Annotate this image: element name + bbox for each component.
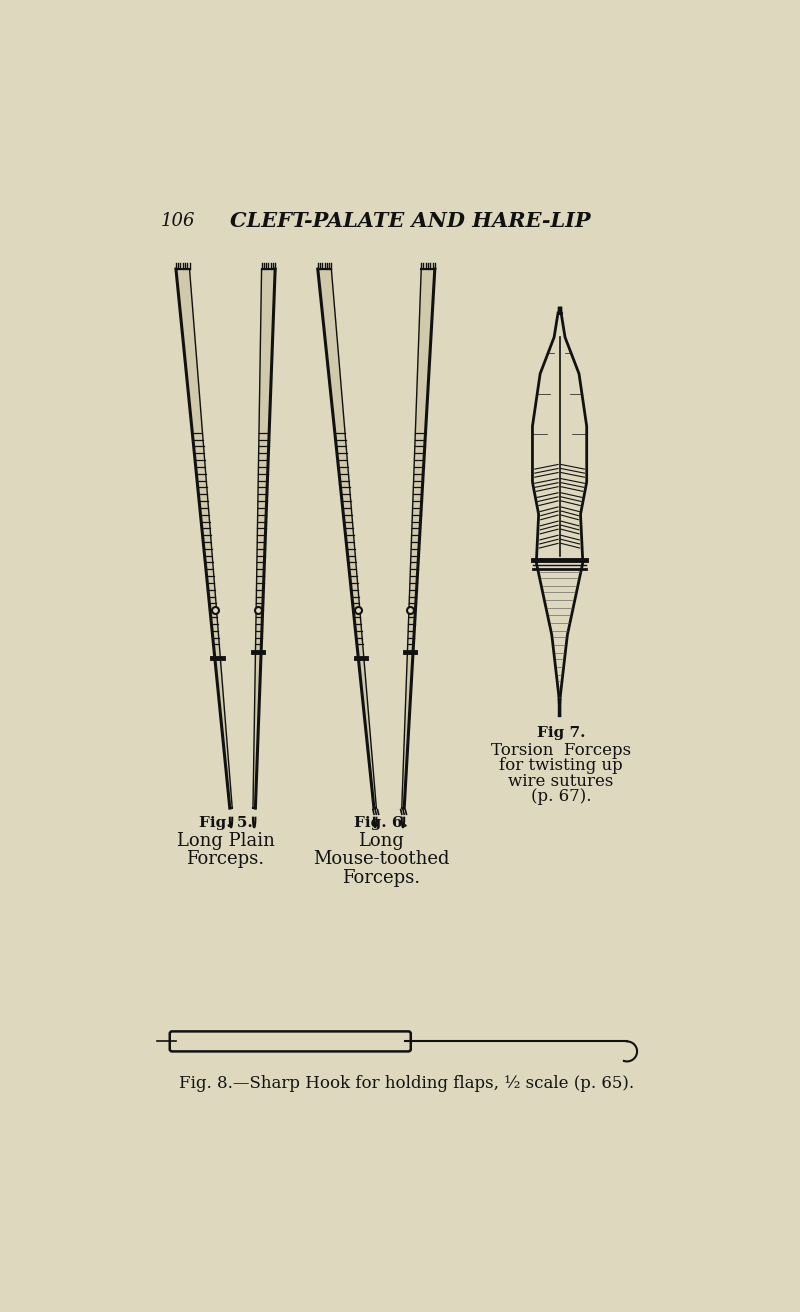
Polygon shape xyxy=(176,269,232,808)
Text: Torsion  Forceps: Torsion Forceps xyxy=(491,741,631,758)
Text: (p. 67).: (p. 67). xyxy=(531,789,591,806)
Text: 106: 106 xyxy=(161,211,195,230)
Text: Fig 7.: Fig 7. xyxy=(537,726,586,740)
Text: wire sutures: wire sutures xyxy=(509,773,614,790)
Text: for twisting up: for twisting up xyxy=(499,757,623,774)
Text: Fig. 5.: Fig. 5. xyxy=(198,816,253,829)
Text: CLEFT-PALATE AND HARE-LIP: CLEFT-PALATE AND HARE-LIP xyxy=(230,211,590,231)
Text: Long: Long xyxy=(358,832,404,850)
Polygon shape xyxy=(402,269,435,808)
Text: Fig. 8.—Sharp Hook for holding flaps, ½ scale (p. 65).: Fig. 8.—Sharp Hook for holding flaps, ½ … xyxy=(178,1076,634,1093)
FancyBboxPatch shape xyxy=(170,1031,410,1051)
Polygon shape xyxy=(253,269,275,808)
Text: Forceps.: Forceps. xyxy=(186,850,265,869)
Text: Fig. 6.: Fig. 6. xyxy=(354,816,408,829)
Text: Forceps.: Forceps. xyxy=(342,869,420,887)
Text: Long Plain: Long Plain xyxy=(177,832,274,850)
Text: Mouse-toothed: Mouse-toothed xyxy=(313,850,450,869)
Polygon shape xyxy=(318,269,376,808)
